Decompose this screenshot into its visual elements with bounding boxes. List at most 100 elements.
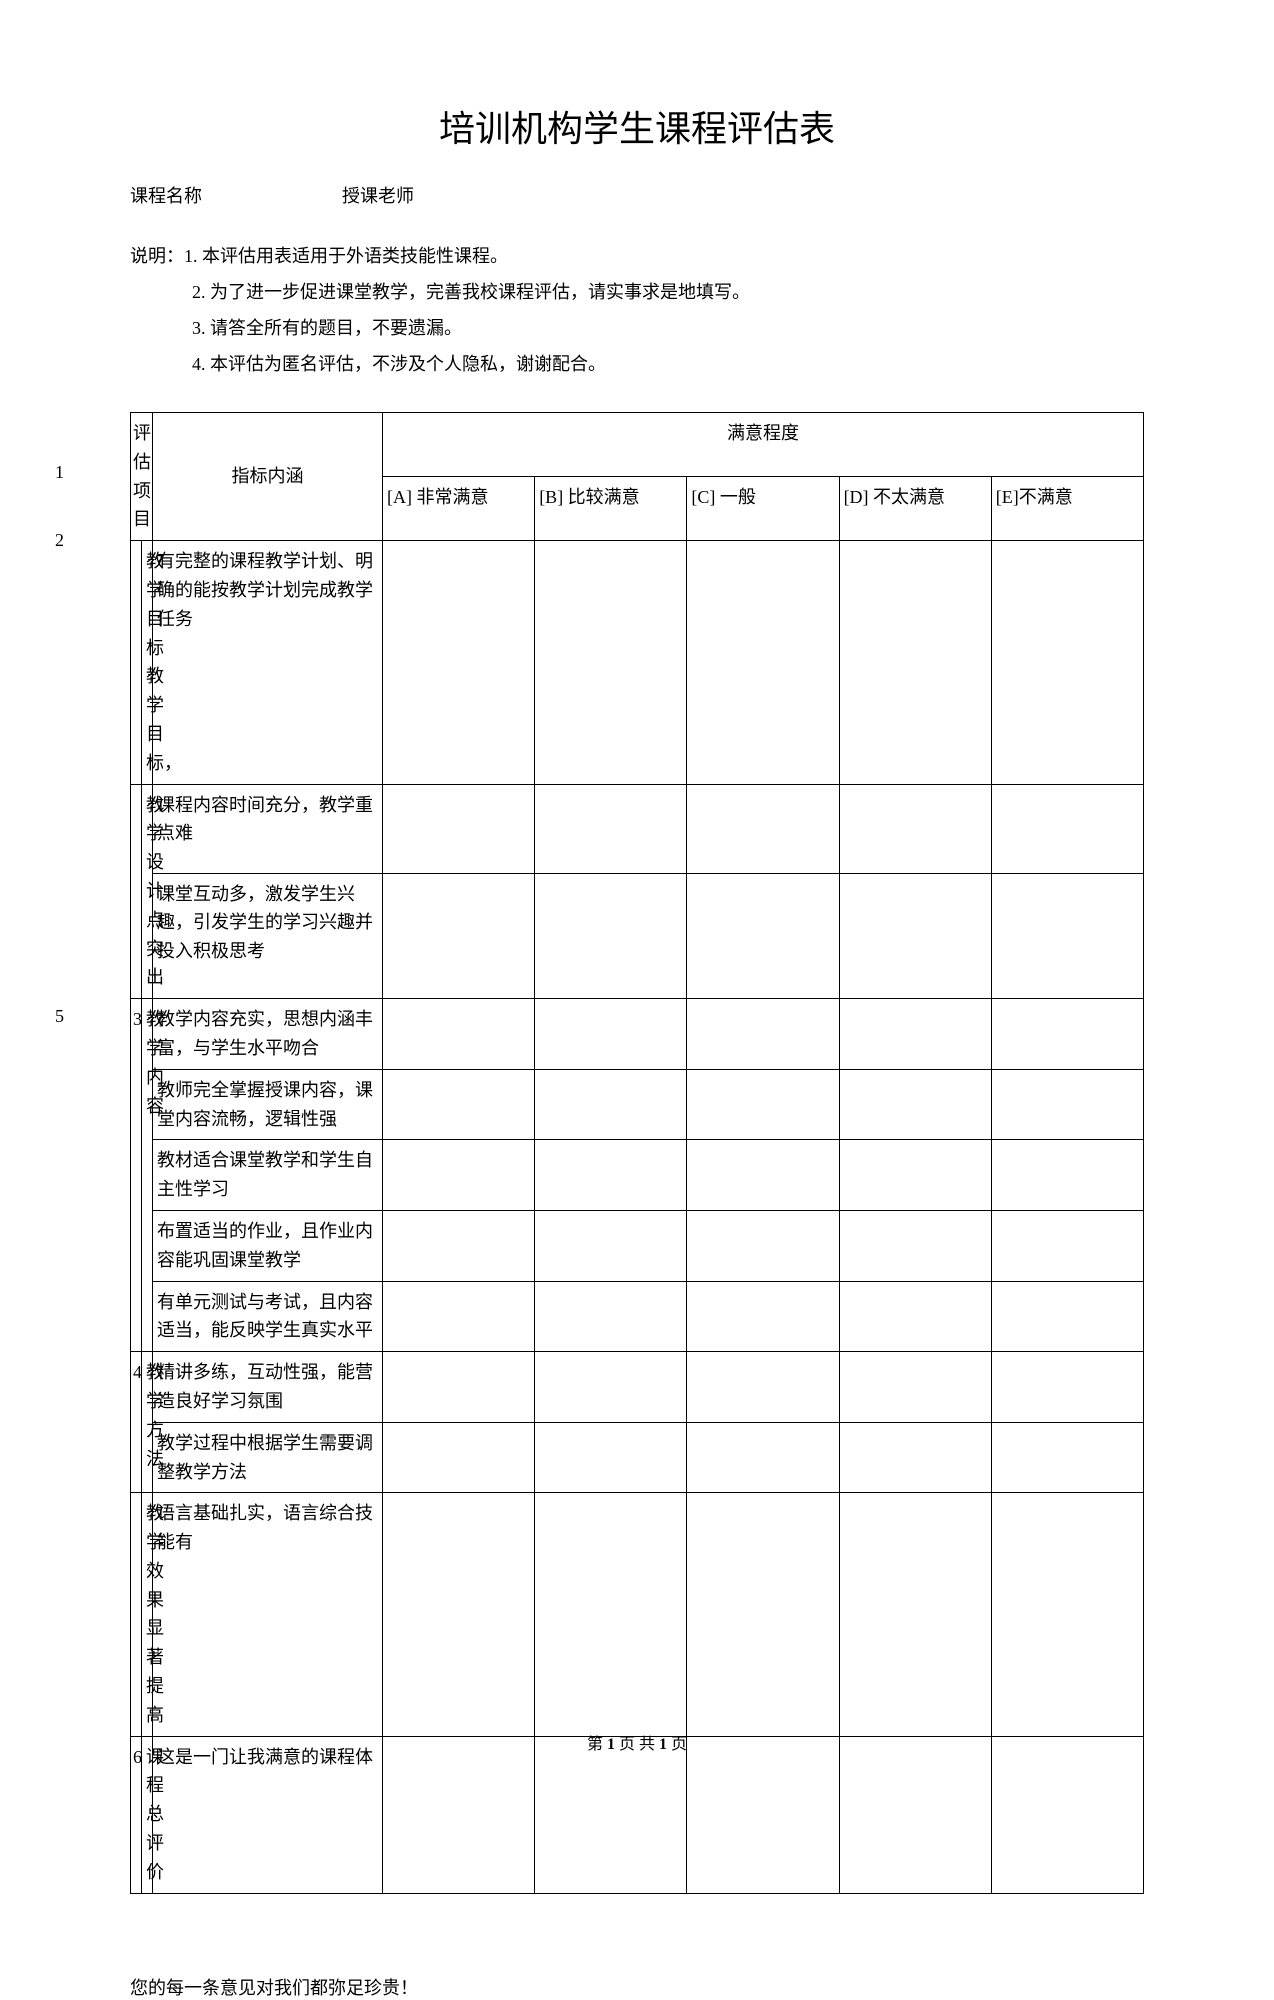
row-number	[131, 541, 142, 784]
side-number-2: 2	[55, 530, 64, 551]
rating-cell[interactable]	[383, 1493, 535, 1736]
rating-cell[interactable]	[991, 1736, 1143, 1893]
rating-cell[interactable]	[535, 784, 687, 873]
table-row: 课堂互动多，激发学生兴趣，引发学生的学习兴趣并投入积极思考	[131, 873, 1144, 998]
rating-cell[interactable]	[687, 1069, 839, 1140]
table-row: 教材适合课堂教学和学生自主性学习	[131, 1140, 1144, 1211]
rating-cell[interactable]	[383, 1736, 535, 1893]
row-category: 教学效果 显著提高	[142, 1493, 153, 1736]
rating-cell[interactable]	[839, 1493, 991, 1736]
rating-cell[interactable]	[991, 1352, 1143, 1423]
rating-cell[interactable]	[383, 1210, 535, 1281]
rating-cell[interactable]	[383, 873, 535, 998]
rating-cell[interactable]	[535, 1281, 687, 1352]
rating-cell[interactable]	[687, 999, 839, 1070]
header-rating-b: [B] 比较满意	[535, 477, 687, 541]
row-indicator: 教学内容充实，思想内涵丰富，与学生水平吻合	[153, 999, 383, 1070]
rating-cell[interactable]	[991, 999, 1143, 1070]
footer-total-num: 1	[659, 1736, 667, 1753]
rating-cell[interactable]	[991, 1493, 1143, 1736]
header-rating-c: [C] 一般	[687, 477, 839, 541]
table-header-row-1: 评估项目 指标内涵 满意程度	[131, 413, 1144, 477]
table-row: 有单元测试与考试，且内容适当，能反映学生真实水平	[131, 1281, 1144, 1352]
rating-cell[interactable]	[687, 1736, 839, 1893]
rating-cell[interactable]	[687, 784, 839, 873]
side-number-1: 1	[55, 462, 64, 483]
row-number	[131, 1493, 142, 1736]
rating-cell[interactable]	[839, 873, 991, 998]
rating-cell[interactable]	[839, 1210, 991, 1281]
rating-cell[interactable]	[383, 1069, 535, 1140]
rating-cell[interactable]	[687, 1210, 839, 1281]
table-row: 布置适当的作业，且作业内容能巩固课堂教学	[131, 1210, 1144, 1281]
row-number: 6	[131, 1736, 142, 1893]
rating-cell[interactable]	[383, 1352, 535, 1423]
row-indicator: 这是一门让我满意的课程体	[153, 1736, 383, 1893]
rating-cell[interactable]	[687, 1281, 839, 1352]
page-title: 培训机构学生课程评估表	[130, 100, 1144, 152]
rating-cell[interactable]	[687, 1140, 839, 1211]
table-row: 教学目标 教学目标，有完整的课程教学计划、明确的能按教学计划完成教学任务	[131, 541, 1144, 784]
rating-cell[interactable]	[535, 541, 687, 784]
rating-cell[interactable]	[991, 784, 1143, 873]
rating-cell[interactable]	[839, 541, 991, 784]
rating-cell[interactable]	[839, 1736, 991, 1893]
rating-cell[interactable]	[535, 999, 687, 1070]
rating-cell[interactable]	[383, 999, 535, 1070]
rating-cell[interactable]	[383, 1140, 535, 1211]
table-row: 6课 程 总评价这是一门让我满意的课程体	[131, 1736, 1144, 1893]
row-number: 4	[131, 1352, 142, 1493]
row-indicator: 精讲多练，互动性强，能营造良好学习氛围	[153, 1352, 383, 1423]
page-footer: 第 1 页 共 1 页	[0, 1730, 1274, 1754]
instruction-prefix: 说明：	[130, 238, 184, 274]
rating-cell[interactable]	[687, 1422, 839, 1493]
rating-cell[interactable]	[383, 541, 535, 784]
rating-cell[interactable]	[839, 1140, 991, 1211]
evaluation-table: 评估项目 指标内涵 满意程度 [A] 非常满意 [B] 比较满意 [C] 一般 …	[130, 412, 1144, 1894]
rating-cell[interactable]	[839, 784, 991, 873]
header-satisfaction: 满意程度	[383, 413, 1144, 477]
rating-cell[interactable]	[687, 1493, 839, 1736]
rating-cell[interactable]	[535, 1140, 687, 1211]
instruction-item: 1. 本评估用表适用于外语类技能性课程。	[184, 238, 508, 274]
rating-cell[interactable]	[535, 873, 687, 998]
table-body: 教学目标 教学目标，有完整的课程教学计划、明确的能按教学计划完成教学任务教学设计…	[131, 541, 1144, 1893]
rating-cell[interactable]	[535, 1736, 687, 1893]
rating-cell[interactable]	[991, 1422, 1143, 1493]
rating-cell[interactable]	[535, 1493, 687, 1736]
rating-cell[interactable]	[839, 1069, 991, 1140]
rating-cell[interactable]	[535, 1422, 687, 1493]
table-row: 教师完全掌握授课内容，课堂内容流畅，逻辑性强	[131, 1069, 1144, 1140]
rating-cell[interactable]	[687, 873, 839, 998]
row-indicator: 课堂互动多，激发学生兴趣，引发学生的学习兴趣并投入积极思考	[153, 873, 383, 998]
rating-cell[interactable]	[535, 1352, 687, 1423]
table-row: 3教学内容教学内容充实，思想内涵丰富，与学生水平吻合	[131, 999, 1144, 1070]
instructions-block: 说明： 1. 本评估用表适用于外语类技能性课程。 2. 为了进一步促进课堂教学，…	[130, 238, 1144, 382]
rating-cell[interactable]	[687, 541, 839, 784]
rating-cell[interactable]	[991, 1069, 1143, 1140]
rating-cell[interactable]	[991, 541, 1143, 784]
rating-cell[interactable]	[991, 1210, 1143, 1281]
rating-cell[interactable]	[383, 1422, 535, 1493]
header-indicator: 指标内涵	[153, 413, 383, 541]
rating-cell[interactable]	[535, 1069, 687, 1140]
rating-cell[interactable]	[839, 1352, 991, 1423]
rating-cell[interactable]	[839, 999, 991, 1070]
rating-cell[interactable]	[687, 1352, 839, 1423]
row-number	[131, 784, 142, 999]
row-indicator: 有单元测试与考试，且内容适当，能反映学生真实水平	[153, 1281, 383, 1352]
rating-cell[interactable]	[991, 1140, 1143, 1211]
side-number-5: 5	[55, 1006, 64, 1027]
rating-cell[interactable]	[991, 1281, 1143, 1352]
header-rating-d: [D] 不太满意	[839, 477, 991, 541]
table-row: 教学设计 点突出课程内容时间充分，教学重点难	[131, 784, 1144, 873]
rating-cell[interactable]	[535, 1210, 687, 1281]
row-category: 课 程 总评价	[142, 1736, 153, 1893]
rating-cell[interactable]	[991, 873, 1143, 998]
rating-cell[interactable]	[383, 1281, 535, 1352]
rating-cell[interactable]	[839, 1422, 991, 1493]
rating-cell[interactable]	[839, 1281, 991, 1352]
row-category: 教学设计 点突出	[142, 784, 153, 999]
rating-cell[interactable]	[383, 784, 535, 873]
footer-prefix: 第	[587, 1736, 607, 1753]
